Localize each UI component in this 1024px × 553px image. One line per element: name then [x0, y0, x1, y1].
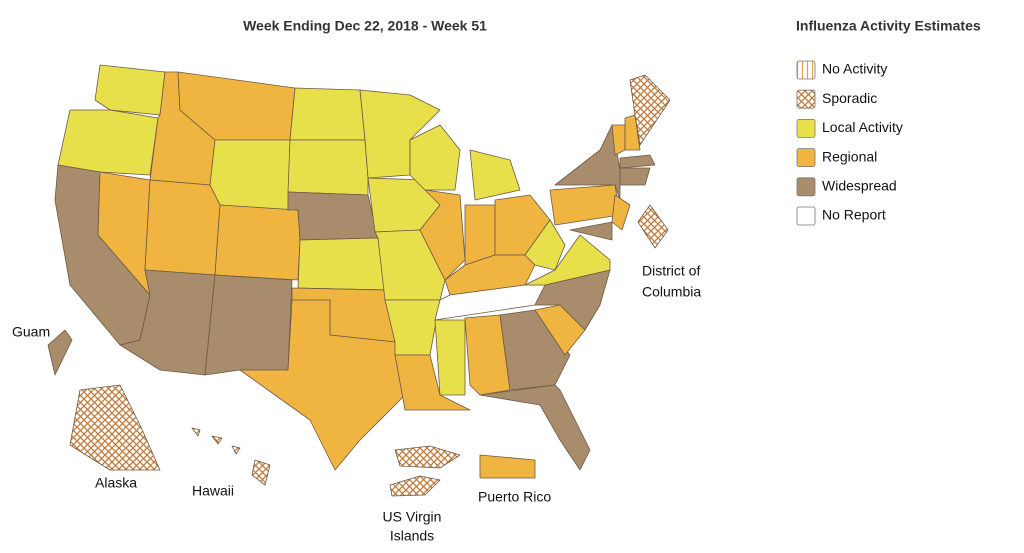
legend-swatch [796, 60, 816, 80]
region [569, 221, 613, 241]
region [389, 475, 441, 497]
legend-label: No Report [822, 207, 886, 223]
guam-label: Guam [12, 324, 50, 340]
hawaii-label: Hawaii [192, 483, 234, 499]
region [629, 74, 671, 146]
puerto-rico-label: Puerto Rico [478, 489, 551, 505]
legend-title: Influenza Activity Estimates [796, 18, 981, 34]
legend-swatch [796, 206, 816, 226]
region [611, 194, 631, 231]
legend-swatch [796, 148, 816, 168]
region [394, 445, 461, 469]
region [214, 204, 301, 281]
legend-label: Local Activity [822, 119, 903, 135]
usvi-label: US Virgin [383, 509, 442, 525]
region [394, 354, 471, 411]
region [479, 454, 536, 479]
region [191, 427, 201, 437]
legend-swatch [796, 177, 816, 197]
region [619, 167, 651, 186]
region [204, 274, 293, 376]
region [297, 237, 386, 291]
alaska-label: Alaska [95, 475, 137, 491]
legend-label: No Activity [822, 61, 887, 77]
region [637, 204, 669, 249]
region [94, 64, 166, 116]
dc-label: Columbia [642, 284, 701, 300]
region [499, 309, 571, 391]
map [47, 64, 671, 497]
region [287, 191, 379, 241]
legend-label: Regional [822, 148, 877, 164]
region [549, 184, 621, 226]
region [287, 139, 369, 196]
usvi-label: Islands [390, 528, 434, 544]
region [619, 154, 656, 169]
region [144, 179, 221, 276]
map-title: Week Ending Dec 22, 2018 - Week 51 [243, 18, 487, 34]
region [434, 319, 466, 396]
legend-label: Widespread [822, 178, 897, 194]
region [211, 435, 223, 445]
region [69, 384, 161, 471]
region [209, 139, 291, 211]
region [469, 149, 521, 201]
region [524, 219, 566, 271]
region [251, 459, 271, 486]
region [464, 314, 511, 396]
legend: No Activity Sporadic Local Activity Regiona… [796, 60, 903, 226]
region [479, 384, 591, 471]
region [47, 329, 73, 376]
region [464, 204, 496, 266]
legend-swatch [796, 89, 816, 109]
region [409, 124, 461, 191]
legend-label: Sporadic [822, 90, 877, 106]
region [231, 445, 241, 455]
region [57, 109, 159, 176]
dc-label: District of [642, 263, 700, 279]
region [289, 87, 366, 141]
legend-swatch [796, 119, 816, 138]
